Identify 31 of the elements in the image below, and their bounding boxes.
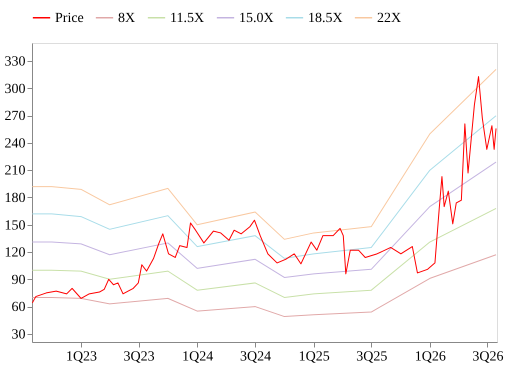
y-tick-label: 210 xyxy=(4,164,26,179)
y-tick-label: 120 xyxy=(4,246,26,261)
y-tick-label: 150 xyxy=(4,218,26,234)
legend-label: 8X xyxy=(118,10,136,26)
legend-label: 22X xyxy=(377,10,402,26)
y-tick-label: 330 xyxy=(4,54,26,70)
x-tick-label: 1Q26 xyxy=(414,350,446,364)
y-tick-label: 180 xyxy=(4,191,26,206)
line-series xyxy=(32,76,497,304)
line-series xyxy=(32,162,497,278)
x-tick-label: 3Q24 xyxy=(240,350,272,364)
y-tick-label: 240 xyxy=(4,136,26,152)
x-tick-label: 3Q23 xyxy=(124,350,155,364)
y-tick-label: 270 xyxy=(4,109,26,124)
line-series xyxy=(32,254,497,318)
line-series xyxy=(32,208,497,298)
line-series xyxy=(32,115,497,259)
x-tick-label: 3Q25 xyxy=(356,350,388,364)
legend-label: 11.5X xyxy=(170,10,204,26)
y-tick-label: 60 xyxy=(12,300,26,316)
y-tick-label: 30 xyxy=(12,327,26,342)
x-tick-label: 1Q25 xyxy=(298,350,330,364)
y-tick-label: 90 xyxy=(12,272,26,288)
y-tick-label: 300 xyxy=(4,82,26,97)
x-tick-label: 1Q23 xyxy=(66,350,98,364)
x-tick-label: 3Q26 xyxy=(472,350,504,364)
legend-label: 15.0X xyxy=(239,10,274,26)
legend-label: 18.5X xyxy=(308,10,343,26)
legend-label: Price xyxy=(55,10,84,26)
x-tick-label: 1Q24 xyxy=(182,350,214,364)
line-series xyxy=(32,68,497,240)
